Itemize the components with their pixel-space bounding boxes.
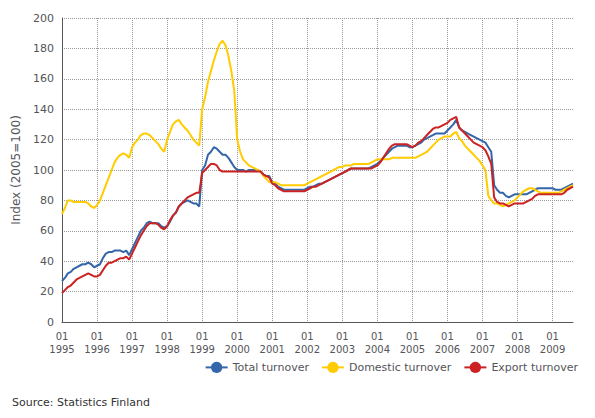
svg-text:2006: 2006 bbox=[435, 344, 460, 355]
svg-text:01: 01 bbox=[231, 331, 244, 342]
svg-text:180: 180 bbox=[33, 42, 54, 55]
svg-text:2005: 2005 bbox=[400, 344, 425, 355]
svg-text:Source: Statistics Finland: Source: Statistics Finland bbox=[12, 396, 150, 409]
svg-text:1996: 1996 bbox=[84, 344, 109, 355]
svg-text:01: 01 bbox=[546, 331, 559, 342]
svg-text:120: 120 bbox=[33, 133, 54, 146]
svg-text:01: 01 bbox=[196, 331, 209, 342]
svg-text:140: 140 bbox=[33, 103, 54, 116]
svg-text:01: 01 bbox=[56, 331, 69, 342]
svg-text:01: 01 bbox=[266, 331, 279, 342]
svg-text:01: 01 bbox=[91, 331, 104, 342]
svg-text:1999: 1999 bbox=[189, 344, 214, 355]
svg-text:0: 0 bbox=[47, 316, 54, 329]
svg-text:2008: 2008 bbox=[505, 344, 530, 355]
svg-text:2009: 2009 bbox=[540, 344, 565, 355]
svg-text:160: 160 bbox=[33, 72, 54, 85]
svg-text:01: 01 bbox=[161, 331, 174, 342]
svg-text:01: 01 bbox=[476, 331, 489, 342]
svg-text:01: 01 bbox=[441, 331, 454, 342]
svg-text:1995: 1995 bbox=[49, 344, 74, 355]
svg-text:100: 100 bbox=[33, 164, 54, 177]
svg-text:01: 01 bbox=[126, 331, 139, 342]
svg-text:01: 01 bbox=[301, 331, 314, 342]
svg-text:01: 01 bbox=[511, 331, 524, 342]
svg-text:2002: 2002 bbox=[295, 344, 320, 355]
svg-text:20: 20 bbox=[40, 285, 54, 298]
svg-text:Total turnover: Total turnover bbox=[232, 361, 310, 374]
svg-text:2003: 2003 bbox=[330, 344, 355, 355]
svg-text:60: 60 bbox=[40, 224, 54, 237]
svg-text:80: 80 bbox=[40, 194, 54, 207]
svg-text:40: 40 bbox=[40, 255, 54, 268]
svg-text:Index (2005=100): Index (2005=100) bbox=[9, 115, 23, 225]
svg-text:2004: 2004 bbox=[365, 344, 390, 355]
svg-text:01: 01 bbox=[371, 331, 384, 342]
svg-text:2001: 2001 bbox=[260, 344, 285, 355]
svg-text:2007: 2007 bbox=[470, 344, 495, 355]
svg-text:200: 200 bbox=[33, 12, 54, 25]
svg-text:Domestic turnover: Domestic turnover bbox=[349, 361, 452, 374]
svg-text:1997: 1997 bbox=[119, 344, 144, 355]
svg-text:1998: 1998 bbox=[154, 344, 179, 355]
svg-text:Export turnover: Export turnover bbox=[491, 361, 578, 374]
svg-text:01: 01 bbox=[336, 331, 349, 342]
svg-text:2000: 2000 bbox=[224, 344, 249, 355]
svg-text:01: 01 bbox=[406, 331, 419, 342]
